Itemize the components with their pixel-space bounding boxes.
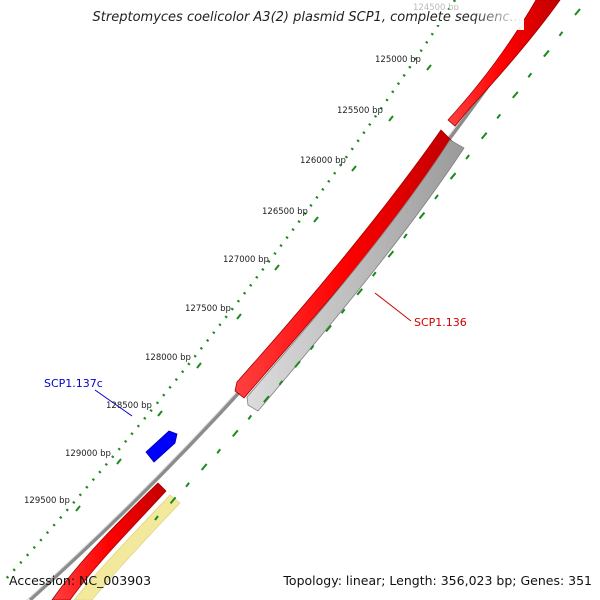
gene-label-scp1-136[interactable]: SCP1.136 (414, 316, 467, 329)
ruler-minor-tick (404, 234, 407, 238)
ruler-major-tick (314, 217, 318, 222)
ruler-label: 126000 bp (300, 156, 346, 166)
ruler-minor-tick (466, 155, 469, 159)
ruler-major-ticks (76, 13, 469, 511)
ruler-minor-tick (217, 449, 220, 453)
ruler-minor-tick (233, 430, 238, 436)
topology-summary: Topology: linear; Length: 356,023 bp; Ge… (283, 573, 592, 588)
ruler-major-tick (197, 363, 201, 368)
ruler-label: 129500 bp (24, 496, 70, 506)
ruler-minor-tick (388, 251, 393, 257)
ruler-label: 125500 bp (337, 106, 383, 116)
accession-label: Accession: NC_003903 (9, 573, 151, 588)
ruler-minor-tick (202, 464, 207, 470)
gene-label-scp1-137c[interactable]: SCP1.137c (44, 377, 103, 390)
ruler-outer-dots (5, 0, 455, 580)
title-fade (470, 8, 524, 30)
ruler-minor-tick (373, 272, 376, 276)
ruler-major-tick (352, 166, 356, 171)
ruler-label: 129000 bp (65, 449, 111, 459)
ruler-major-tick (117, 459, 121, 464)
sequence-backbone-highlight (27, 0, 545, 600)
ruler-minor-tick (528, 73, 531, 77)
ruler-minor-tick (497, 114, 500, 118)
gene-scp1-137c[interactable] (146, 431, 177, 462)
ruler-major-tick (237, 314, 241, 319)
ruler-minor-tick (248, 415, 251, 419)
map-title: Streptomyces coelicolor A3(2) plasmid SC… (93, 10, 522, 25)
ruler-label: 125000 bp (375, 55, 421, 65)
ruler-label: 127500 bp (185, 304, 231, 314)
sequence-backbone (30, 0, 548, 600)
ruler-label: 128500 bp (106, 401, 152, 411)
ruler-minor-tick (544, 51, 549, 57)
ruler-label: 126500 bp (262, 207, 308, 217)
ruler-major-tick (389, 116, 393, 121)
ruler-minor-tick (575, 9, 580, 15)
ruler-minor-tick (513, 92, 518, 98)
ruler-minor-tick (451, 173, 456, 179)
ruler-major-tick (427, 65, 431, 70)
ruler-major-tick (275, 265, 279, 270)
ruler-minor-tick (419, 213, 424, 219)
ruler-major-tick (76, 506, 80, 511)
ruler-label: 128000 bp (145, 353, 191, 363)
gene-label-leader-scp1-136 (375, 293, 411, 321)
ruler-major-tick (158, 411, 162, 416)
ruler-minor-tick (482, 133, 487, 139)
ruler-label: 127000 bp (223, 255, 269, 265)
gene-scp1-136[interactable] (247, 140, 464, 411)
ruler-minor-tick (559, 32, 562, 36)
ruler-minor-tick (435, 195, 438, 199)
ruler-minor-tick (186, 483, 189, 487)
